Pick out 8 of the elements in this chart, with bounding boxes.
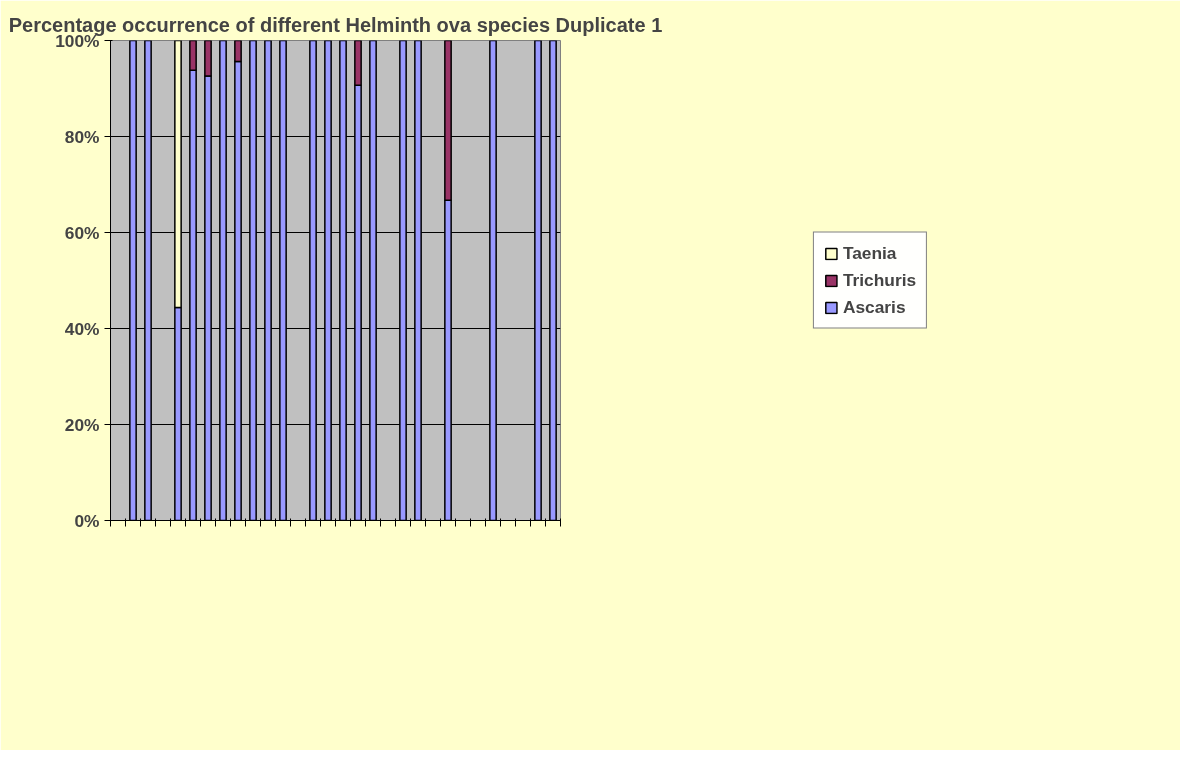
legend-label: Ascaris — [842, 296, 906, 318]
y-tick-label: 20% — [64, 414, 100, 435]
y-tick-label: 80% — [64, 126, 100, 147]
y-tick-label: 0% — [74, 510, 100, 531]
y-tick-label: 60% — [64, 222, 100, 243]
legend-label: Taenia — [842, 242, 897, 264]
legend-label: Trichuris — [842, 269, 917, 291]
y-tick-label: 40% — [64, 318, 100, 339]
